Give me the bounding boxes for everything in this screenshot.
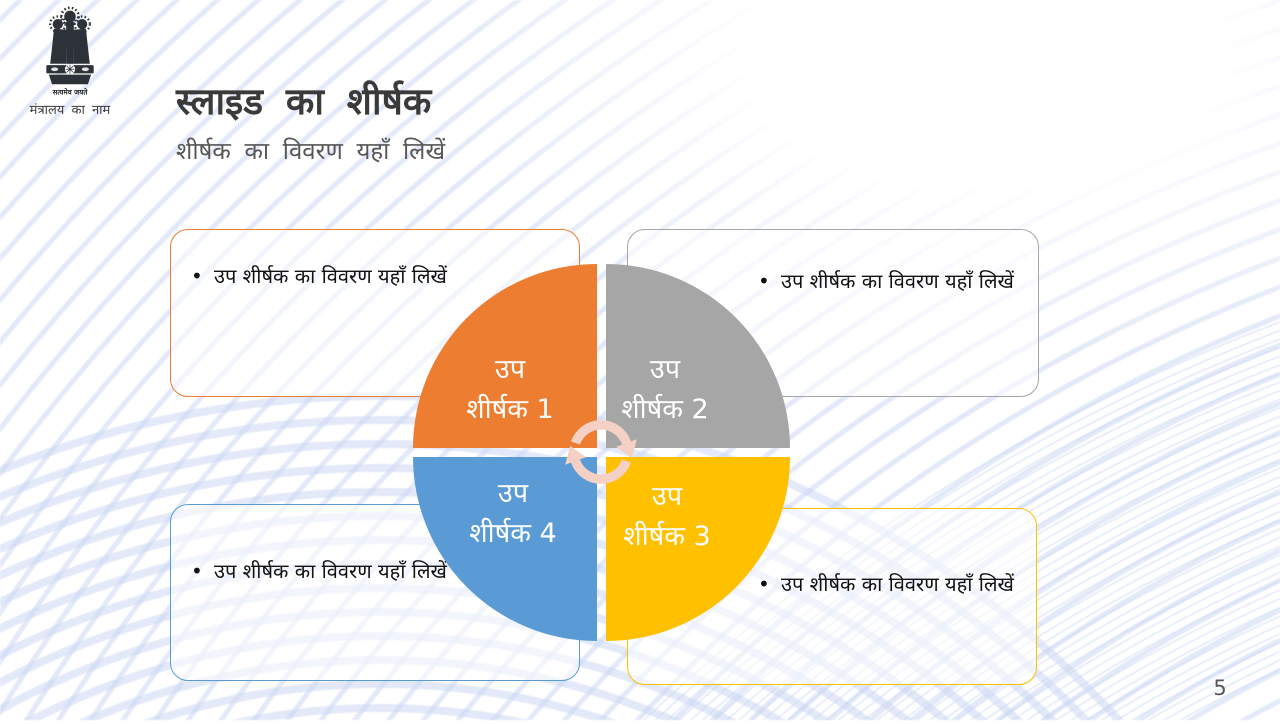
quadrant-2-label: उप शीर्षक 2 bbox=[621, 354, 709, 425]
quadrant-cycle-diagram: उप शीर्षक 1 उप शीर्षक 2 उप शीर्षक 3 उप श… bbox=[413, 264, 790, 641]
page-number: 5 bbox=[1213, 676, 1227, 700]
callout-text: उप शीर्षक का विवरण यहाँ लिखें bbox=[781, 269, 1014, 293]
ministry-name: मंत्रालय का नाम bbox=[29, 103, 111, 118]
slide-subtitle: शीर्षक का विवरण यहाँ लिखें bbox=[176, 137, 446, 165]
emblem-motto: सत्यमेव जयते bbox=[52, 88, 89, 96]
emblem-lions bbox=[52, 10, 88, 30]
national-emblem-icon: सत्यमेव जयते bbox=[46, 6, 94, 96]
quadrant-1-label: उप शीर्षक 1 bbox=[466, 354, 554, 425]
bullet-icon: • bbox=[191, 559, 203, 583]
bullet-icon: • bbox=[758, 269, 770, 293]
bullet-icon: • bbox=[191, 264, 203, 288]
ashoka-chakra-icon bbox=[64, 64, 76, 75]
bullet-icon: • bbox=[758, 572, 770, 596]
slide-title: स्लाइड का शीर्षक bbox=[176, 80, 432, 123]
callout-text: उप शीर्षक का विवरण यहाँ लिखें bbox=[214, 559, 447, 583]
callout-text: उप शीर्षक का विवरण यहाँ लिखें bbox=[781, 572, 1014, 596]
quadrant-3-label: उप शीर्षक 3 bbox=[623, 481, 711, 552]
callout-text: उप शीर्षक का विवरण यहाँ लिखें bbox=[214, 264, 447, 288]
cycle-arrows-icon bbox=[565, 420, 637, 484]
quadrant-4-label: उप शीर्षक 4 bbox=[469, 478, 557, 549]
